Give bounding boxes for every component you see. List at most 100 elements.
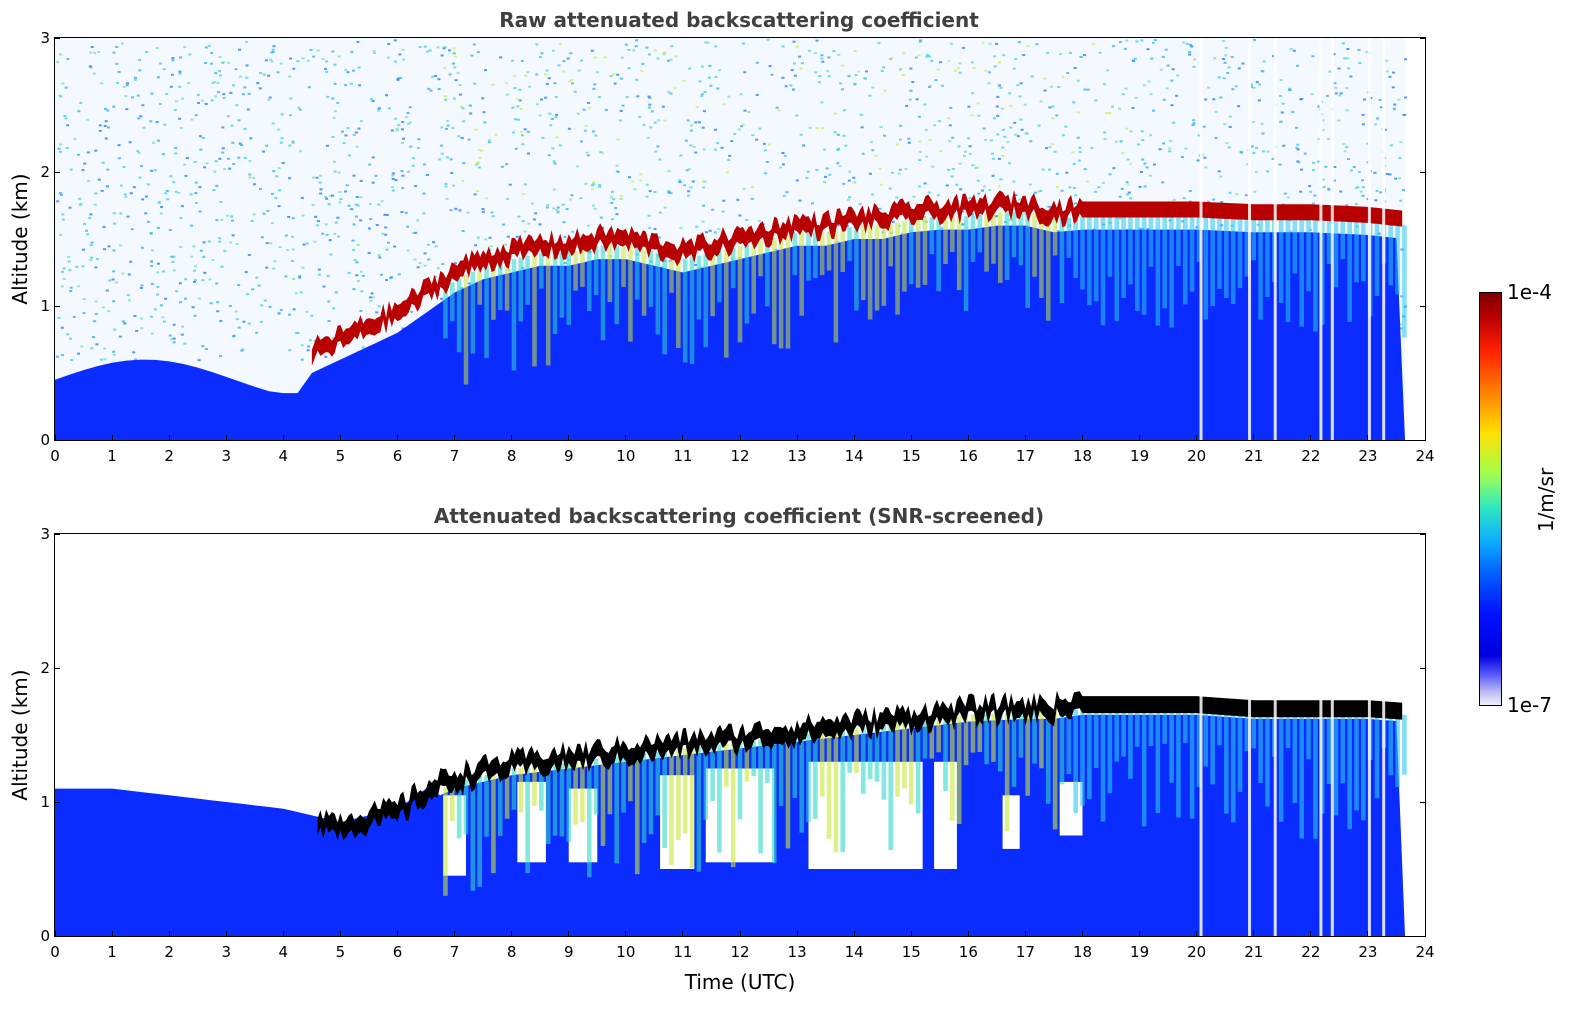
bottom-data-gap <box>1319 688 1323 936</box>
top-x-tick <box>1139 435 1141 441</box>
bottom-x-tick-label: 21 <box>1244 943 1264 961</box>
bottom-y-tick-right <box>1420 533 1426 535</box>
colorbar-max-label: 1e-4 <box>1507 280 1552 304</box>
bottom-y-axis-label: Altitude (km) <box>8 669 32 801</box>
bottom-x-tick-label: 8 <box>506 943 517 961</box>
bottom-x-tick-label: 18 <box>1072 943 1093 961</box>
bottom-x-tick <box>1196 931 1198 937</box>
bottom-x-tick <box>910 931 912 937</box>
top-x-tick-label: 18 <box>1072 447 1093 465</box>
top-x-tick-label: 16 <box>958 447 978 465</box>
bottom-x-tick-label: 9 <box>563 943 574 961</box>
bottom-x-tick-label: 6 <box>392 943 403 961</box>
top-y-tick-right <box>1420 37 1426 39</box>
top-x-tick <box>454 435 456 441</box>
bottom-x-tick <box>1367 931 1369 937</box>
top-x-tick <box>910 435 912 441</box>
top-x-tick-label: 21 <box>1244 447 1264 465</box>
colorbar <box>1479 292 1502 706</box>
bottom-x-tick <box>853 931 855 937</box>
top-x-tick-label: 7 <box>449 447 460 465</box>
top-x-tick <box>796 435 798 441</box>
top-y-tick <box>54 439 60 441</box>
bottom-heatmap <box>55 688 1407 936</box>
top-x-tick <box>339 435 341 441</box>
top-x-tick <box>967 435 969 441</box>
bottom-x-tick <box>339 931 341 937</box>
bottom-y-tick <box>54 801 60 803</box>
bottom-y-tick-right <box>1420 801 1426 803</box>
top-y-tick-label: 1 <box>40 297 50 315</box>
top-y-axis-label: Altitude (km) <box>8 173 32 305</box>
top-data-gap <box>1273 38 1277 440</box>
top-x-tick-label: 8 <box>506 447 517 465</box>
top-x-tick <box>397 435 398 441</box>
bottom-y-tick <box>54 935 60 937</box>
top-y-tick-right <box>1420 439 1426 441</box>
top-aerosol-layer <box>311 189 1403 366</box>
top-x-tick <box>54 435 56 441</box>
top-x-tick <box>682 435 684 441</box>
bottom-x-tick <box>511 931 513 937</box>
bottom-x-tick-label: 0 <box>50 943 60 961</box>
top-x-tick <box>1024 435 1026 441</box>
bottom-y-tick-right <box>1420 667 1426 669</box>
top-x-tick-label: 3 <box>221 447 232 465</box>
bottom-x-tick <box>1024 931 1026 937</box>
bottom-x-tick <box>796 931 798 937</box>
top-x-tick-label: 9 <box>563 447 574 465</box>
bottom-x-tick <box>625 931 627 937</box>
top-heatmap-cells <box>55 38 1408 440</box>
bottom-x-tick-label: 7 <box>449 943 460 961</box>
bottom-x-tick-label: 10 <box>616 943 636 961</box>
bottom-y-tick-label: 1 <box>40 793 50 811</box>
top-x-tick-label: 17 <box>1015 447 1035 465</box>
top-x-tick <box>853 435 855 441</box>
bottom-data-gap <box>1367 688 1371 936</box>
top-y-tick-label: 0 <box>40 431 50 449</box>
top-y-tick-label: 3 <box>40 29 50 47</box>
bottom-x-tick <box>397 931 398 937</box>
bottom-x-tick-label: 20 <box>1187 943 1207 961</box>
top-x-tick <box>568 435 570 441</box>
top-x-tick-label: 4 <box>278 447 289 465</box>
top-x-tick-label: 12 <box>730 447 750 465</box>
top-x-tick-label: 10 <box>616 447 636 465</box>
bottom-x-tick-label: 16 <box>958 943 978 961</box>
top-x-tick <box>1310 435 1312 441</box>
top-data-gap <box>1367 38 1371 440</box>
bottom-x-tick <box>682 931 684 937</box>
top-y-tick-label: 2 <box>40 163 50 181</box>
top-x-tick <box>111 435 113 441</box>
bottom-x-tick-label: 15 <box>901 943 921 961</box>
bottom-plot-area <box>54 533 1426 937</box>
bottom-x-tick-label: 3 <box>221 943 232 961</box>
top-x-tick-label: 22 <box>1301 447 1321 465</box>
top-x-tick-label: 11 <box>673 447 693 465</box>
bottom-y-tick <box>54 667 60 669</box>
top-x-tick-label: 13 <box>787 447 807 465</box>
bottom-y-tick <box>54 533 60 535</box>
top-data-gap <box>1319 38 1323 440</box>
top-chart-title: Raw attenuated backscattering coefficien… <box>499 8 979 32</box>
bottom-x-tick <box>454 931 456 937</box>
top-data-gap <box>1330 38 1334 440</box>
top-x-tick-label: 0 <box>50 447 60 465</box>
colorbar-unit-label: 1/m/sr <box>1534 467 1558 533</box>
bottom-x-tick <box>282 931 284 937</box>
bottom-x-tick-label: 12 <box>730 943 750 961</box>
bottom-x-tick <box>568 931 570 937</box>
bottom-data-gap <box>1199 688 1203 936</box>
bottom-x-tick-label: 23 <box>1358 943 1378 961</box>
top-x-tick-label: 6 <box>392 447 403 465</box>
top-x-tick <box>282 435 284 441</box>
top-x-tick-label: 24 <box>1415 447 1435 465</box>
bottom-x-axis-label: Time (UTC) <box>684 970 796 994</box>
bottom-x-tick <box>1424 931 1426 937</box>
bottom-x-tick-label: 5 <box>335 943 346 961</box>
top-data-gap <box>1199 38 1203 440</box>
bottom-x-tick-label: 14 <box>844 943 864 961</box>
top-x-tick <box>739 435 741 441</box>
bottom-x-tick-label: 11 <box>673 943 693 961</box>
bottom-x-tick-label: 2 <box>164 943 174 961</box>
